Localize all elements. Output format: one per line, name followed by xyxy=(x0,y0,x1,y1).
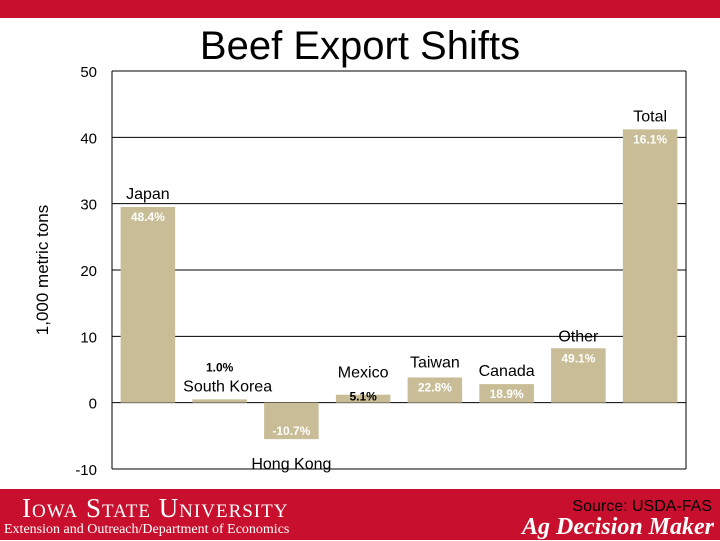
category-label: Hong Kong xyxy=(251,456,331,473)
category-label: Other xyxy=(558,328,599,345)
department-line: Extension and Outreach/Department of Eco… xyxy=(4,522,290,537)
y-tick-label: 20 xyxy=(80,263,97,280)
data-label: 5.1% xyxy=(349,390,377,404)
ag-decision-maker-logo: Ag Decision Maker xyxy=(522,514,714,540)
category-label: South Korea xyxy=(183,379,272,396)
brand-top-bar xyxy=(0,0,720,18)
data-label: 18.9% xyxy=(490,387,524,401)
y-tick-label: 30 xyxy=(80,197,97,214)
data-label: 48.4% xyxy=(131,210,165,224)
bar[interactable] xyxy=(192,399,247,403)
y-tick-label: -10 xyxy=(75,462,97,479)
source-note: Source: USDA-FAS xyxy=(572,498,712,515)
bar[interactable] xyxy=(479,384,534,403)
category-label: Japan xyxy=(126,186,170,203)
data-label: 1.0% xyxy=(206,361,234,375)
page-title: Beef Export Shifts xyxy=(199,24,521,68)
data-label: 49.1% xyxy=(561,351,595,365)
data-label: -10.7% xyxy=(272,424,310,438)
footer-bar xyxy=(0,489,720,540)
category-label: Total xyxy=(633,108,667,125)
bar[interactable] xyxy=(407,377,463,403)
bar[interactable] xyxy=(264,402,319,440)
data-label: 22.8% xyxy=(418,380,452,394)
bar[interactable] xyxy=(335,394,391,403)
data-label: 16.1% xyxy=(633,132,667,146)
bar[interactable] xyxy=(120,206,176,403)
bar-chart: -10 0 10 20 30 40 50 1,000 metric tons 48.4% Japa… xyxy=(33,64,687,479)
category-label: Taiwan xyxy=(410,354,460,371)
y-tick-label: 10 xyxy=(80,329,97,346)
y-tick-label: 0 xyxy=(89,396,97,413)
bar[interactable] xyxy=(551,348,606,403)
y-tick-label: 50 xyxy=(80,64,97,81)
category-label: Mexico xyxy=(338,365,389,382)
y-tick-label: 40 xyxy=(80,130,97,147)
university-logo: Iowa State University xyxy=(22,493,289,523)
category-label: Canada xyxy=(479,363,535,380)
bar[interactable] xyxy=(622,129,678,403)
y-axis-label: 1,000 metric tons xyxy=(33,205,52,335)
